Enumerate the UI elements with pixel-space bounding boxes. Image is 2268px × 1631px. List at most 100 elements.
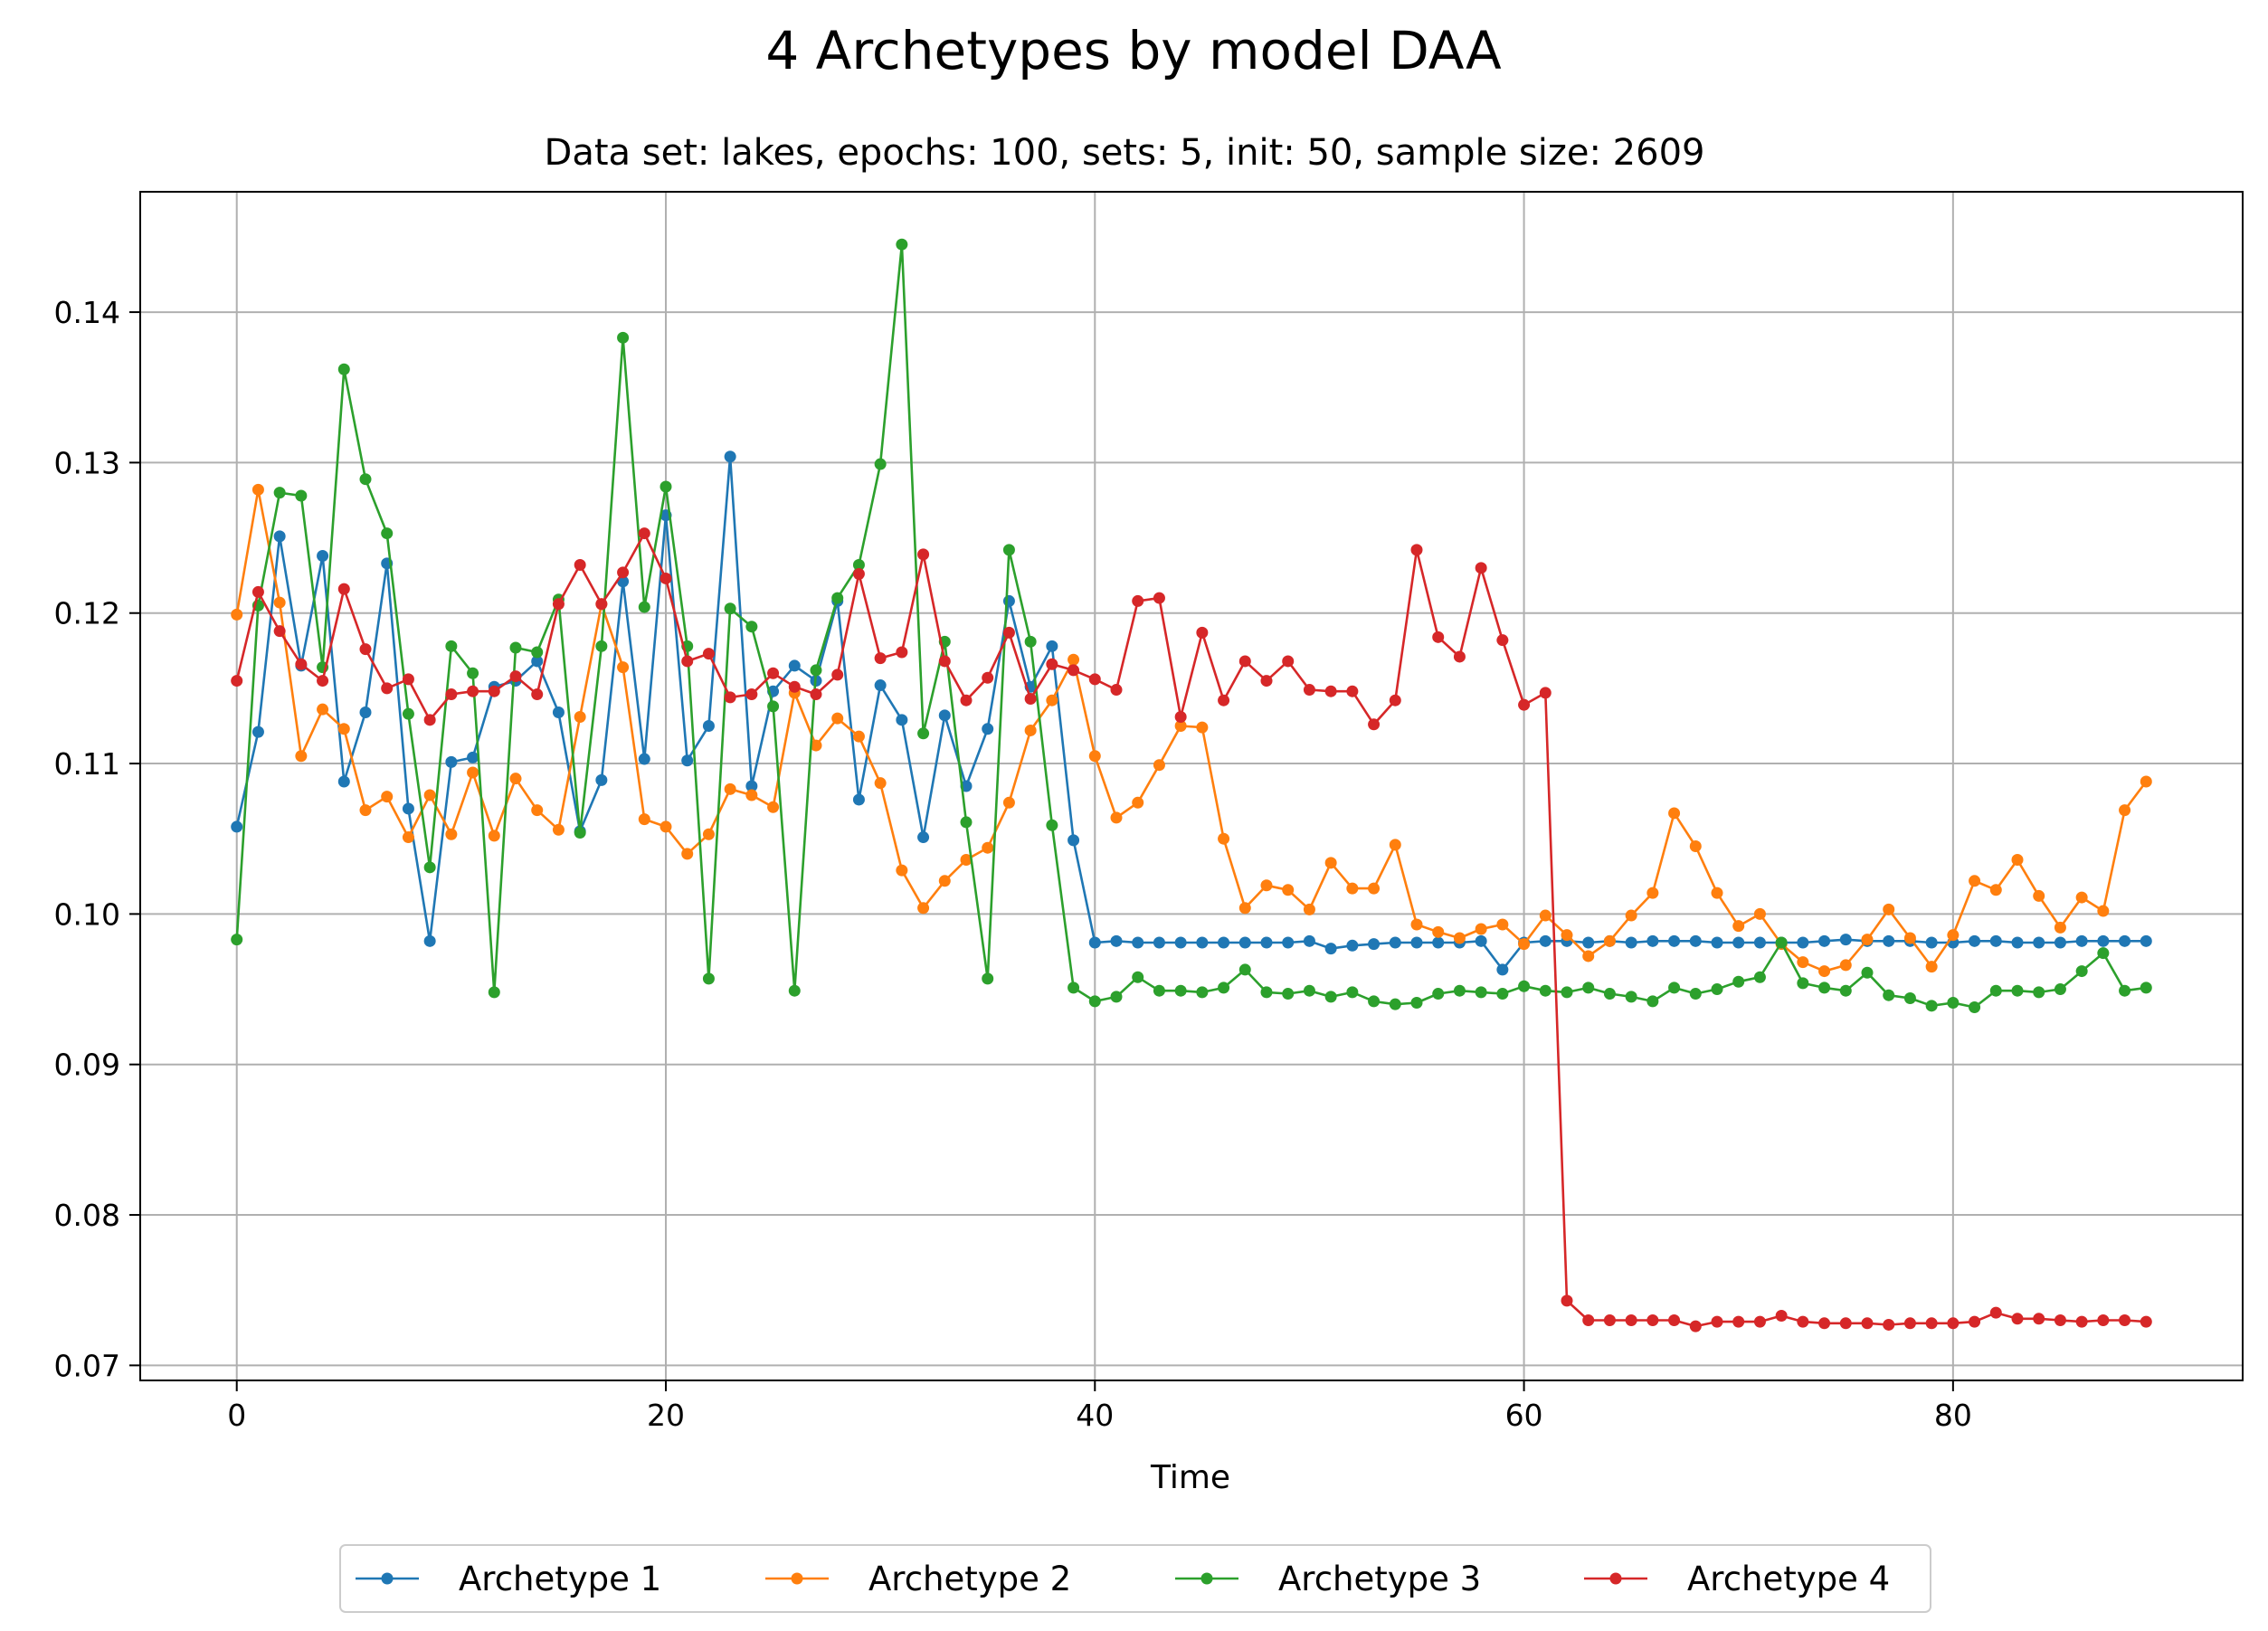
data-point xyxy=(595,640,608,652)
data-point xyxy=(1002,796,1015,809)
data-point xyxy=(381,682,394,695)
data-point xyxy=(638,527,650,540)
data-point xyxy=(1024,635,1037,648)
data-point xyxy=(381,791,394,803)
data-point xyxy=(2011,936,2024,949)
data-point xyxy=(1668,981,1681,994)
data-point xyxy=(1903,1317,1916,1330)
data-point xyxy=(1496,988,1509,1000)
data-point xyxy=(1883,989,1895,1001)
data-point xyxy=(1410,544,1423,556)
data-point xyxy=(509,670,522,683)
data-point xyxy=(2075,1315,2088,1328)
data-point xyxy=(724,602,736,615)
legend-entry: Archetype 4 xyxy=(1584,1560,1890,1598)
data-point xyxy=(1561,1294,1573,1307)
data-point xyxy=(552,706,565,718)
data-point xyxy=(273,596,286,609)
data-point xyxy=(617,331,630,344)
data-point xyxy=(251,725,264,738)
data-point xyxy=(1711,1315,1723,1328)
data-point xyxy=(273,487,286,499)
data-point xyxy=(831,592,844,604)
data-point xyxy=(1561,929,1573,942)
data-point xyxy=(1989,1306,2002,1319)
data-point xyxy=(1689,934,1702,947)
data-point xyxy=(1969,934,1981,947)
data-point xyxy=(1368,938,1381,951)
y-tick-label: 0.12 xyxy=(54,596,120,631)
data-point xyxy=(767,801,780,813)
data-point xyxy=(2140,775,2152,788)
data-point xyxy=(1646,934,1659,947)
data-point xyxy=(1282,988,1295,1000)
data-point xyxy=(2097,934,2110,947)
data-point xyxy=(681,848,694,860)
data-point xyxy=(488,986,500,999)
legend: Archetype 1 Archetype 2 Archetype 3 Archety… xyxy=(339,1544,1931,1613)
data-point xyxy=(359,473,372,486)
data-point xyxy=(2033,986,2045,999)
data-point xyxy=(938,709,951,722)
data-point xyxy=(1174,710,1187,723)
y-tick-label: 0.11 xyxy=(54,746,120,782)
data-point xyxy=(1689,988,1702,1000)
data-point xyxy=(445,828,458,840)
legend-marker xyxy=(1200,1572,1213,1585)
data-point xyxy=(1088,673,1101,686)
data-point xyxy=(982,841,994,854)
data-point xyxy=(1561,986,1573,999)
data-point xyxy=(251,483,264,496)
plot-area-frame xyxy=(139,191,2244,1381)
data-point xyxy=(896,714,908,726)
data-point xyxy=(1153,984,1165,997)
data-point xyxy=(273,530,286,543)
data-point xyxy=(831,669,844,681)
data-point xyxy=(1475,923,1487,935)
data-point xyxy=(1475,986,1487,999)
y-tick-label: 0.09 xyxy=(54,1048,120,1083)
data-point xyxy=(2054,983,2066,996)
data-point xyxy=(1410,918,1423,931)
legend-entry: Archetype 3 xyxy=(1175,1560,1481,1598)
data-point xyxy=(1282,655,1295,668)
data-point xyxy=(317,550,329,563)
data-point xyxy=(574,827,586,839)
data-point xyxy=(445,688,458,701)
y-axis: 0.07 0.08 0.09 0.10 0.11 0.12 0.13 0.14 xyxy=(54,295,140,1383)
data-point xyxy=(251,585,264,598)
data-point xyxy=(745,688,758,701)
y-tick-label: 0.10 xyxy=(54,896,120,932)
data-point xyxy=(1989,934,2002,947)
data-point xyxy=(767,700,780,713)
data-point xyxy=(509,641,522,654)
data-point xyxy=(1453,650,1466,663)
data-point xyxy=(2011,984,2024,997)
data-point xyxy=(1625,991,1637,1003)
data-point xyxy=(1883,903,1895,915)
data-point xyxy=(1218,694,1230,706)
data-point xyxy=(1002,594,1015,607)
data-point xyxy=(2075,891,2088,904)
data-point xyxy=(423,714,436,726)
data-point xyxy=(767,667,780,679)
data-point xyxy=(1839,934,1852,946)
data-point xyxy=(852,558,865,571)
data-point xyxy=(1582,936,1595,949)
data-point xyxy=(1389,694,1401,706)
data-point xyxy=(1024,693,1037,706)
data-point xyxy=(1088,936,1101,949)
data-point xyxy=(1625,909,1637,922)
data-point xyxy=(1947,929,1960,942)
data-point xyxy=(1196,721,1209,734)
x-tick-label: 0 xyxy=(227,1398,246,1433)
data-point xyxy=(1775,936,1788,949)
data-point xyxy=(1646,995,1659,1008)
data-point xyxy=(982,723,994,735)
data-point xyxy=(1368,995,1381,1008)
y-tick-label: 0.13 xyxy=(54,445,120,480)
data-point xyxy=(1903,932,1916,944)
data-point xyxy=(574,558,586,571)
data-point xyxy=(402,831,414,844)
data-point xyxy=(852,730,865,743)
